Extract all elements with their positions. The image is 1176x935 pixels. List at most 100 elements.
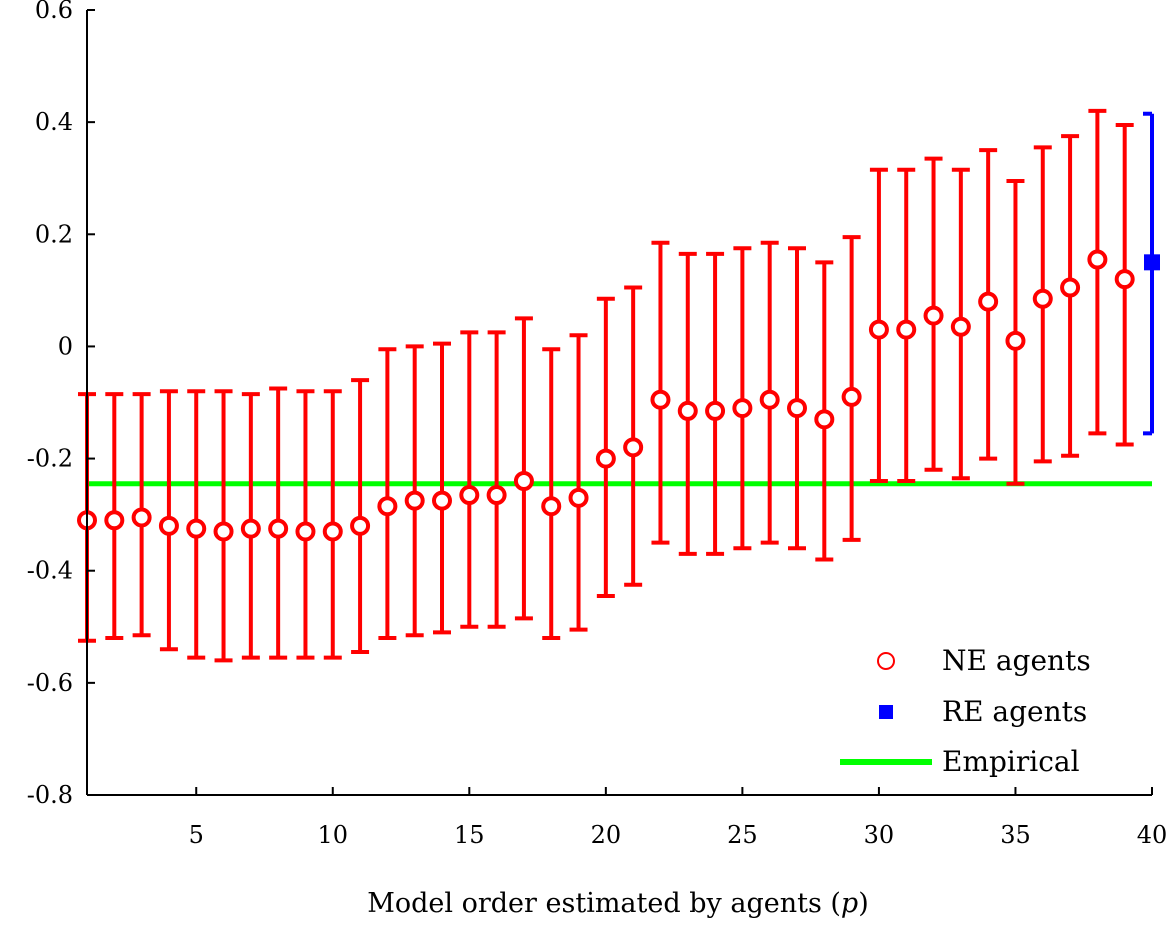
- ne-point: [978, 148, 999, 461]
- legend-item-empirical: Empirical: [840, 745, 1080, 778]
- ne-point: [541, 347, 562, 640]
- y-ticks: -0.8 -0.6 -0.4 -0.2 0 0.2 0.4 0.6: [27, 0, 95, 809]
- ne-point: [923, 156, 944, 472]
- y-tick-label: -0.2: [27, 445, 73, 473]
- ne-marker: [158, 515, 179, 536]
- ne-marker: [104, 510, 125, 531]
- ne-point: [841, 235, 862, 542]
- x-axis: 5 10 15 20 25 30 35 40: [87, 787, 1167, 849]
- ne-point: [295, 389, 316, 660]
- ne-marker: [541, 496, 562, 517]
- ne-point: [896, 167, 917, 483]
- legend-empirical-label: Empirical: [942, 745, 1080, 778]
- ne-point: [268, 386, 289, 660]
- y-tick-label: -0.8: [27, 781, 73, 809]
- ne-point: [732, 246, 753, 551]
- ne-marker: [677, 400, 698, 421]
- ne-point: [950, 167, 971, 481]
- ne-marker: [213, 521, 234, 542]
- ne-point: [459, 330, 480, 629]
- y-tick-label: 0.6: [35, 0, 73, 24]
- ne-marker: [1032, 288, 1053, 309]
- ne-point: [1087, 108, 1108, 436]
- x-axis-title-main: Model order estimated by agents (: [367, 888, 841, 919]
- x-tick-label: 40: [1137, 821, 1168, 849]
- ne-point: [568, 333, 589, 632]
- ne-marker: [923, 305, 944, 326]
- ne-marker: [295, 521, 316, 542]
- ne-marker: [1087, 249, 1108, 270]
- ne-point: [677, 251, 698, 556]
- y-tick-label: 0.4: [35, 108, 73, 136]
- legend-ne-marker: [877, 652, 895, 670]
- legend: NE agents RE agents Empirical: [840, 644, 1091, 778]
- ne-point: [759, 240, 780, 545]
- ne-marker: [322, 521, 343, 542]
- re-point: [1143, 111, 1160, 436]
- ne-marker: [377, 496, 398, 517]
- ne-marker: [759, 389, 780, 410]
- legend-re-label: RE agents: [942, 695, 1087, 728]
- legend-re-marker: [879, 705, 893, 719]
- ne-marker: [896, 319, 917, 340]
- ne-marker: [404, 490, 425, 511]
- ne-point: [131, 392, 152, 638]
- ne-marker: [978, 291, 999, 312]
- ne-marker: [240, 518, 261, 539]
- ne-point: [513, 316, 534, 621]
- ne-marker: [787, 398, 807, 419]
- legend-ne-label: NE agents: [942, 644, 1091, 677]
- ne-point: [1060, 134, 1081, 458]
- y-tick-label: 0: [58, 332, 73, 360]
- ne-marker: [732, 398, 753, 419]
- ne-marker: [568, 487, 589, 508]
- x-axis-title: Model order estimated by agents (p): [367, 888, 869, 919]
- x-ticks: 5 10 15 20 25 30 35 40: [189, 787, 1168, 849]
- ne-marker: [1005, 330, 1026, 351]
- x-tick-label: 15: [454, 821, 485, 849]
- ne-marker: [186, 518, 207, 539]
- ne-marker: [868, 319, 889, 340]
- ne-point: [1005, 179, 1026, 486]
- ne-point: [377, 347, 398, 640]
- ne-point: [868, 167, 889, 483]
- ne-point: [486, 330, 507, 629]
- legend-item-re: RE agents: [879, 695, 1087, 728]
- ne-point: [787, 246, 807, 551]
- ne-point: [814, 260, 835, 562]
- x-axis-title-variable: p: [841, 888, 858, 919]
- y-tick-label: 0.2: [35, 220, 73, 248]
- ne-marker: [623, 437, 644, 458]
- ne-marker: [705, 400, 726, 421]
- x-tick-label: 35: [1000, 821, 1031, 849]
- y-tick-label: -0.6: [27, 669, 73, 697]
- ne-point: [404, 344, 425, 638]
- x-axis-title-close: ): [858, 888, 869, 919]
- ne-marker: [513, 471, 534, 491]
- ne-point: [158, 389, 179, 652]
- ne-point: [595, 296, 616, 598]
- ne-point: [350, 378, 371, 655]
- ne-marker: [950, 316, 971, 337]
- ne-marker: [1114, 269, 1135, 290]
- ne-marker: [131, 507, 152, 528]
- ne-marker: [432, 490, 452, 511]
- ne-point: [705, 251, 726, 556]
- plot-area: [77, 108, 1160, 663]
- x-tick-label: 10: [317, 821, 348, 849]
- ne-point: [186, 389, 207, 660]
- ne-marker: [486, 485, 507, 506]
- x-tick-label: 5: [189, 821, 204, 849]
- y-tick-label: -0.4: [27, 557, 73, 585]
- x-tick-label: 25: [727, 821, 758, 849]
- legend-item-ne: NE agents: [877, 644, 1091, 677]
- ne-marker: [595, 448, 616, 469]
- ne-marker: [459, 485, 480, 506]
- y-axis: -0.8 -0.6 -0.4 -0.2 0 0.2 0.4 0.6: [27, 0, 95, 809]
- ne-point: [650, 240, 671, 545]
- x-tick-label: 30: [864, 821, 895, 849]
- ne-point: [322, 389, 343, 660]
- ne-marker: [268, 518, 289, 539]
- ne-marker: [350, 515, 371, 536]
- ne-point: [213, 389, 234, 663]
